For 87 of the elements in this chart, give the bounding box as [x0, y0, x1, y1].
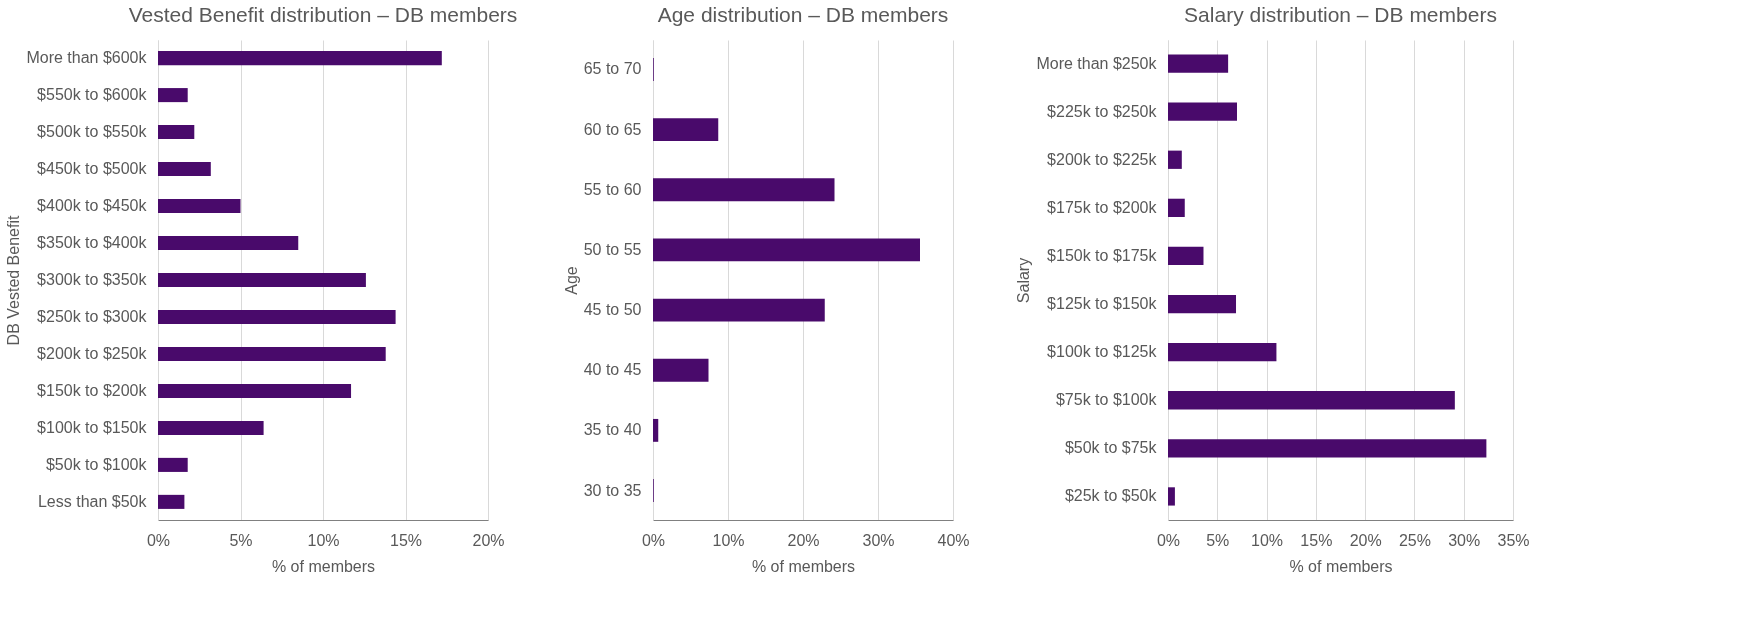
bar — [653, 118, 719, 142]
y-tick-label: $250k to $300k — [37, 307, 148, 325]
x-axis-title: % of members — [1289, 557, 1393, 575]
x-tick-label: 25% — [1398, 531, 1431, 549]
x-axis-title: % of members — [271, 557, 376, 575]
y-axis-title: Salary — [1015, 257, 1033, 304]
x-axis-title: % of members — [751, 557, 856, 575]
bar — [1168, 391, 1455, 410]
y-tick-label: $150k to $175k — [1047, 246, 1158, 264]
bar — [1168, 294, 1237, 314]
x-tick-label: 40% — [937, 531, 970, 549]
bar — [158, 346, 386, 361]
y-tick-label: $175k to $200k — [1047, 198, 1158, 216]
bar — [1168, 150, 1182, 169]
bar — [158, 494, 185, 509]
x-tick-label: 5% — [1206, 531, 1230, 549]
y-tick-label: 50 to 55 — [583, 240, 642, 258]
bar — [1168, 343, 1277, 362]
bar — [158, 162, 211, 177]
x-tick-label: 30% — [862, 531, 895, 549]
x-tick-label: 20% — [787, 531, 820, 549]
x-tick-label: 35% — [1497, 531, 1530, 549]
y-axis-title: Age — [562, 266, 580, 295]
y-tick-label: More than $600k — [26, 49, 148, 67]
bar — [158, 272, 366, 288]
x-tick-label: 0% — [146, 531, 171, 549]
x-tick-label: 20% — [1349, 531, 1382, 549]
y-tick-label: $400k to $450k — [37, 197, 148, 215]
bar — [653, 238, 920, 262]
bar — [158, 457, 188, 472]
x-tick-label: 0% — [641, 531, 666, 549]
bar — [158, 199, 241, 214]
bar — [1168, 54, 1229, 73]
bar — [1168, 102, 1237, 121]
x-tick-label: 15% — [389, 531, 423, 549]
y-tick-label: $550k to $600k — [37, 86, 148, 104]
y-tick-label: $100k to $150k — [37, 418, 148, 436]
bar — [158, 383, 352, 398]
bar — [653, 358, 709, 382]
chart-title: Vested Benefit distribution – DB members — [128, 3, 518, 26]
bar — [1168, 198, 1185, 217]
x-tick-label: 5% — [229, 531, 253, 549]
x-tick-label: 20% — [472, 531, 505, 549]
y-tick-label: 40 to 45 — [583, 361, 642, 379]
bar — [158, 309, 396, 325]
y-tick-label: $25k to $50k — [1064, 487, 1158, 505]
y-tick-label: $75k to $100k — [1055, 391, 1158, 409]
y-tick-label: 60 to 65 — [583, 120, 642, 138]
y-tick-label: $200k to $250k — [37, 344, 148, 362]
y-tick-label: $150k to $200k — [37, 381, 148, 399]
y-tick-label: $500k to $550k — [37, 123, 148, 141]
bar — [653, 178, 835, 202]
chart-title: Salary distribution – DB members — [1184, 3, 1497, 26]
bar — [158, 235, 299, 251]
y-tick-label: 55 to 60 — [583, 180, 642, 198]
y-tick-label: $350k to $400k — [37, 234, 148, 252]
y-tick-label: 65 to 70 — [583, 60, 642, 78]
x-tick-label: 15% — [1300, 531, 1333, 549]
bar — [158, 125, 195, 140]
y-tick-label: $200k to $225k — [1047, 150, 1158, 168]
y-tick-label: 45 to 50 — [583, 301, 642, 319]
x-tick-label: 10% — [1251, 531, 1284, 549]
y-tick-label: $50k to $75k — [1064, 439, 1158, 457]
bar — [1168, 487, 1175, 506]
y-tick-label: $100k to $125k — [1047, 343, 1158, 361]
bar — [158, 51, 442, 66]
y-tick-label: $225k to $250k — [1047, 102, 1158, 120]
bar — [158, 420, 264, 435]
y-tick-label: $300k to $350k — [37, 271, 148, 288]
y-tick-label: 35 to 40 — [583, 421, 642, 439]
bar — [653, 418, 659, 442]
y-tick-label: $50k to $100k — [45, 455, 148, 473]
bar — [1168, 439, 1487, 458]
bar — [653, 298, 825, 322]
y-axis-title: DB Vested Benefit — [5, 215, 23, 346]
y-tick-label: Less than $50k — [37, 492, 148, 510]
y-tick-label: $125k to $150k — [1047, 295, 1158, 313]
bar — [1168, 246, 1204, 266]
x-tick-label: 10% — [307, 531, 340, 549]
x-tick-label: 0% — [1156, 531, 1181, 549]
x-tick-label: 10% — [712, 531, 745, 549]
y-tick-label: $450k to $500k — [37, 160, 148, 178]
y-tick-label: 30 to 35 — [583, 481, 642, 499]
x-tick-label: 30% — [1448, 531, 1481, 549]
chart-title: Age distribution – DB members — [657, 3, 949, 26]
bar — [158, 88, 188, 103]
y-tick-label: More than $250k — [1036, 54, 1158, 72]
